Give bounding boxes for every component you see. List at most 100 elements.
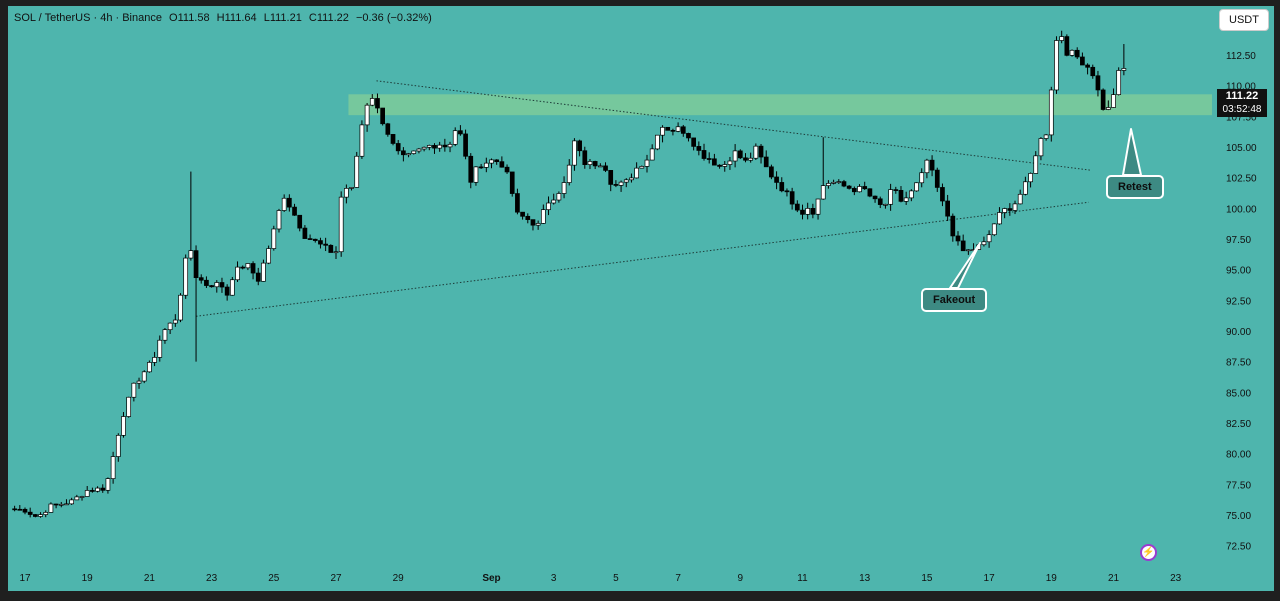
candle-body [841,181,847,187]
candle-body [1059,36,1065,41]
candle-body [618,181,624,186]
candle-body [452,130,458,145]
candle-body [1100,89,1106,110]
price-tick-label: 110.00 [1226,82,1256,93]
candle-body [297,214,303,229]
candle-body [592,161,598,167]
candle-body [1054,40,1059,91]
candle-body [271,228,277,249]
candle-body [753,145,759,159]
candle-body [380,107,385,125]
time-tick-label: 9 [738,573,744,584]
ascending-trendline [195,201,1089,317]
candle-body [919,172,925,184]
candle-body [349,187,354,189]
time-tick-label: 17 [19,573,31,584]
candle-body [437,144,443,149]
candle-body [1043,134,1049,139]
candle-body [737,150,743,159]
plot-background [8,6,1212,564]
candle-body [509,171,515,194]
candle-body [426,145,432,148]
candle-body [141,371,147,382]
candle-body [680,126,686,134]
retest-callout[interactable]: Retest [1106,175,1164,199]
time-tick-label: 7 [675,573,681,584]
zone-layer [348,94,1212,116]
currency-button[interactable]: USDT [1219,9,1269,31]
time-tick-label: 17 [984,573,996,584]
candle-body [800,209,805,215]
candle-body [338,196,344,253]
fakeout-callout[interactable]: Fakeout [921,288,988,312]
price-tick-label: 80.00 [1226,450,1251,461]
candle-body [675,126,681,132]
candle-body [924,159,930,174]
high-value: H111.64 [216,12,257,24]
candle-body [390,134,396,144]
candle-body [525,215,531,220]
candle-body [416,148,422,152]
candle-body [1095,75,1101,91]
candle-body [172,319,178,324]
candle-body [561,182,567,194]
candle-body [520,211,525,217]
candle-body [110,456,116,479]
candle-body [1116,70,1122,95]
candle-layer [12,30,1127,518]
candle-body [328,244,334,253]
candle-body [981,241,987,246]
candle-body [836,181,842,183]
candle-body [458,130,463,135]
symbol-name[interactable]: SOL / TetherUS · 4h · Binance [14,12,162,24]
candle-body [535,223,541,226]
candle-body [862,186,868,190]
price-tick-label: 87.50 [1226,358,1251,369]
candle-body [302,227,308,239]
candle-body [888,189,893,205]
candle-body [629,177,634,181]
candle-body [748,157,754,161]
descending-trendline [376,80,1092,171]
candle-body [395,143,401,152]
low-value: L111.21 [263,12,302,24]
candle-body [359,124,365,157]
candle-body [1064,36,1070,56]
candle-body [603,165,608,171]
candle-body [991,223,997,236]
candle-body [447,143,453,148]
candle-body [198,277,204,281]
candle-body [147,362,152,373]
candle-body [53,503,59,506]
candle-body [1085,64,1090,68]
price-tick-label: 102.50 [1226,174,1257,185]
candle-body [872,195,878,200]
lightning-icon[interactable]: ⚡ [1140,544,1157,561]
price-tick-label: 100.00 [1226,204,1257,215]
candle-body [540,209,546,224]
time-tick-label: Sep [482,573,500,584]
candle-body [364,104,370,126]
time-tick-label: 3 [551,573,557,584]
candle-body [660,126,665,136]
candle-body [58,503,64,506]
candle-body [934,169,940,188]
candle-body [136,380,142,384]
candle-body [1048,89,1054,136]
candle-body [162,329,168,341]
candle-body [846,185,852,189]
candle-body [193,250,199,279]
candle-body [820,185,826,200]
price-tick-label: 77.50 [1226,480,1251,491]
candle-body [504,166,510,173]
candle-body [115,434,121,457]
candle-body [831,181,836,184]
candle-body [69,499,75,505]
candle-body [530,219,536,226]
time-tick-label: 19 [82,573,94,584]
price-tick-label: 85.00 [1226,388,1251,399]
candle-body [188,250,194,259]
candle-body [468,155,474,183]
time-axis[interactable] [8,564,1274,591]
